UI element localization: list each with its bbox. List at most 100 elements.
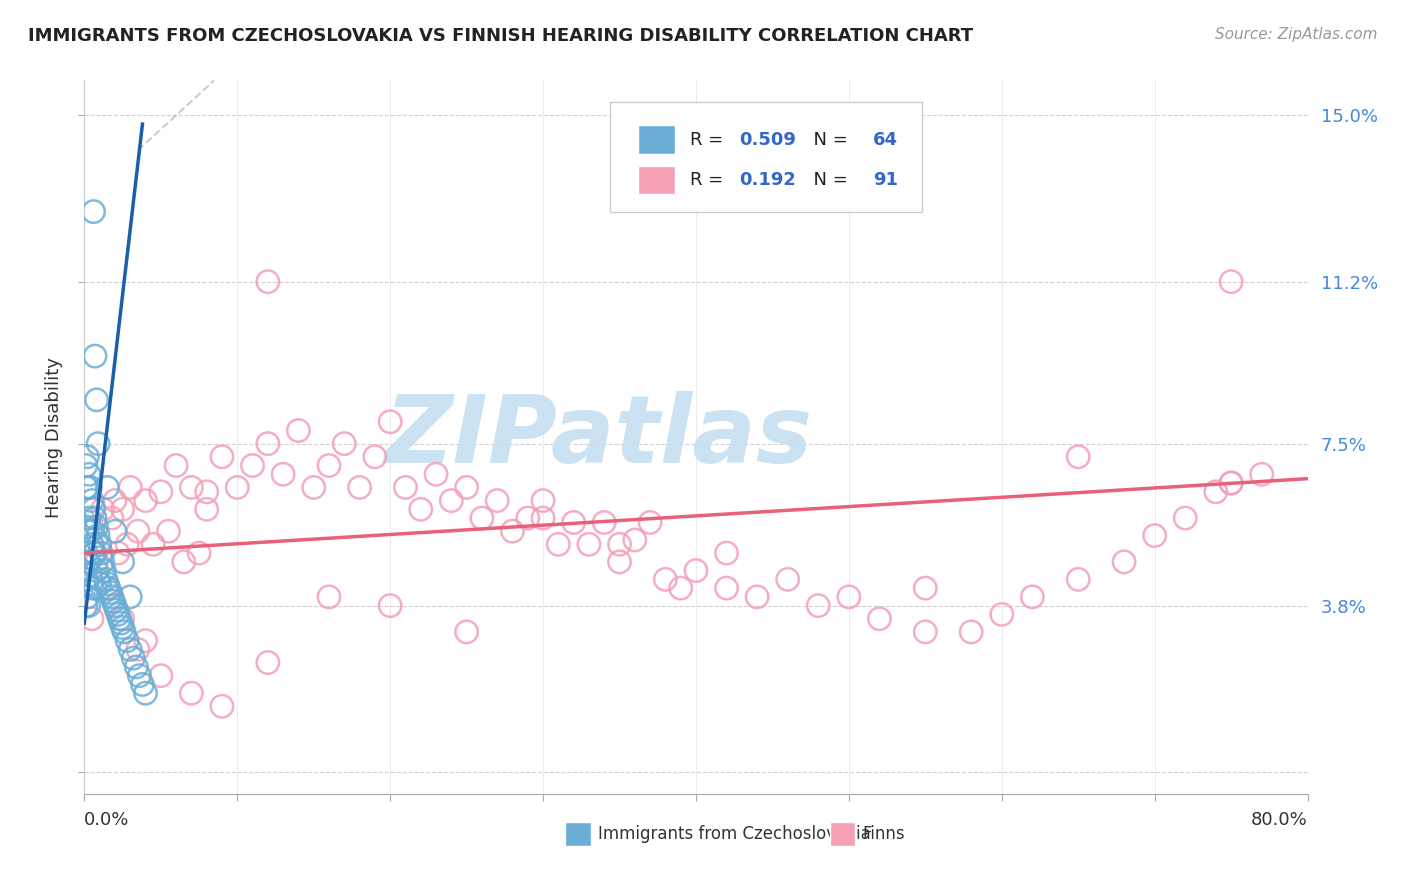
Point — [135, 686, 157, 700]
Point — [79, 568, 101, 582]
Point — [654, 573, 676, 587]
Point — [1220, 476, 1243, 491]
Point — [84, 546, 107, 560]
Point — [562, 516, 585, 530]
Point — [502, 524, 524, 539]
Text: 0.509: 0.509 — [738, 130, 796, 148]
Point — [173, 555, 195, 569]
Point — [75, 520, 97, 534]
Point — [609, 537, 631, 551]
Point — [104, 524, 127, 539]
Point — [1067, 573, 1090, 587]
Text: Immigrants from Czechoslovakia: Immigrants from Czechoslovakia — [598, 825, 870, 843]
Point — [84, 581, 107, 595]
Point — [131, 677, 153, 691]
Point — [425, 467, 447, 482]
Point — [97, 581, 120, 595]
Point — [257, 656, 280, 670]
Point — [101, 511, 124, 525]
Point — [578, 537, 600, 551]
Point — [77, 511, 100, 525]
Point — [135, 493, 157, 508]
Text: 0.192: 0.192 — [738, 171, 796, 189]
Point — [127, 524, 149, 539]
Point — [89, 537, 111, 551]
Point — [115, 537, 138, 551]
Point — [624, 533, 647, 547]
Point — [91, 502, 114, 516]
Point — [1067, 450, 1090, 464]
Point — [120, 642, 142, 657]
Bar — [638, 166, 675, 194]
Point — [1250, 467, 1272, 482]
Point — [149, 484, 172, 499]
Point — [76, 590, 98, 604]
Point — [80, 581, 103, 595]
Point — [180, 686, 202, 700]
Text: 64: 64 — [873, 130, 898, 148]
Point — [80, 537, 103, 551]
Point — [110, 616, 132, 631]
Point — [77, 599, 100, 613]
Point — [471, 511, 494, 525]
Text: 80.0%: 80.0% — [1251, 811, 1308, 829]
Point — [75, 599, 97, 613]
Text: ZIPatlas: ZIPatlas — [384, 391, 813, 483]
Point — [157, 524, 180, 539]
Point — [87, 436, 110, 450]
Point — [111, 612, 134, 626]
Point — [165, 458, 187, 473]
Point — [914, 581, 936, 595]
Point — [89, 576, 111, 591]
Point — [84, 349, 107, 363]
Point — [96, 581, 118, 595]
Point — [869, 612, 891, 626]
Point — [226, 480, 249, 494]
Point — [380, 415, 402, 429]
Point — [716, 581, 738, 595]
Point — [84, 511, 107, 525]
Text: R =: R = — [690, 130, 728, 148]
Point — [87, 573, 110, 587]
Text: 91: 91 — [873, 171, 898, 189]
Point — [111, 502, 134, 516]
Point — [456, 480, 478, 494]
Point — [271, 467, 294, 482]
Point — [991, 607, 1014, 622]
Y-axis label: Hearing Disability: Hearing Disability — [45, 357, 63, 517]
Point — [180, 480, 202, 494]
Point — [86, 564, 108, 578]
Point — [287, 424, 309, 438]
Point — [94, 573, 117, 587]
Point — [149, 668, 172, 682]
Point — [547, 537, 569, 551]
Point — [112, 624, 135, 639]
Point — [1205, 484, 1227, 499]
Point — [83, 546, 105, 560]
Point — [120, 590, 142, 604]
Point — [609, 555, 631, 569]
Point — [101, 590, 124, 604]
Point — [76, 450, 98, 464]
Point — [96, 480, 118, 494]
Point — [77, 555, 100, 569]
Point — [75, 480, 97, 494]
Bar — [638, 125, 675, 153]
Point — [83, 502, 105, 516]
Point — [107, 546, 129, 560]
Point — [87, 528, 110, 542]
Point — [242, 458, 264, 473]
Point — [76, 524, 98, 539]
Point — [105, 603, 128, 617]
Point — [83, 204, 105, 219]
Point — [302, 480, 325, 494]
Point — [486, 493, 509, 508]
Point — [685, 564, 707, 578]
Point — [79, 480, 101, 494]
Point — [80, 524, 103, 539]
Point — [257, 275, 280, 289]
Point — [211, 450, 233, 464]
Point — [86, 520, 108, 534]
Point — [211, 699, 233, 714]
Point — [318, 458, 340, 473]
